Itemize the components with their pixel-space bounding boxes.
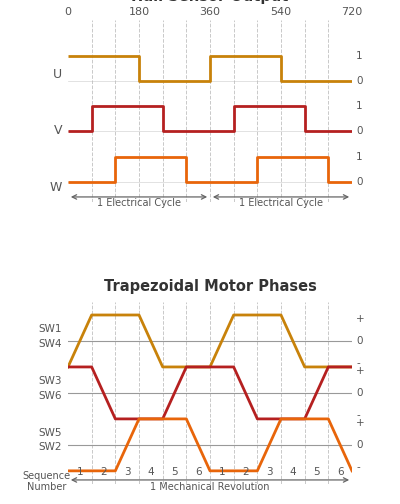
Text: 0: 0 (356, 76, 363, 86)
Text: 1 Mechanical Revolution: 1 Mechanical Revolution (150, 482, 270, 492)
Text: 4: 4 (148, 467, 154, 477)
Text: 2: 2 (242, 467, 249, 477)
Text: U: U (53, 68, 62, 81)
Text: 1 Electrical Cycle: 1 Electrical Cycle (239, 198, 323, 208)
Text: V: V (54, 124, 62, 138)
Title: Trapezoidal Motor Phases: Trapezoidal Motor Phases (104, 279, 316, 294)
Text: W: W (50, 181, 62, 194)
Text: SW2: SW2 (39, 443, 62, 453)
Text: 0: 0 (356, 336, 363, 346)
Text: -: - (356, 462, 360, 472)
Text: 0: 0 (356, 440, 363, 450)
Text: Sequence
Number: Sequence Number (22, 471, 70, 492)
Text: 1: 1 (356, 101, 363, 111)
Text: 0: 0 (356, 177, 363, 187)
Text: -: - (356, 410, 360, 420)
Text: -: - (356, 358, 360, 368)
Text: 1: 1 (76, 467, 83, 477)
Text: 6: 6 (195, 467, 202, 477)
Text: SW1: SW1 (39, 324, 62, 334)
Text: SW4: SW4 (39, 339, 62, 349)
Text: 0: 0 (356, 127, 363, 136)
Text: 3: 3 (124, 467, 130, 477)
Text: 4: 4 (290, 467, 296, 477)
Text: 2: 2 (100, 467, 107, 477)
Text: 6: 6 (337, 467, 344, 477)
Text: 3: 3 (266, 467, 272, 477)
Title: Hall Sensor Output: Hall Sensor Output (131, 0, 289, 4)
Text: SW5: SW5 (39, 428, 62, 438)
Text: +: + (356, 366, 365, 376)
Text: 0: 0 (356, 388, 363, 398)
Text: SW3: SW3 (39, 376, 62, 386)
Text: +: + (356, 418, 365, 428)
Text: SW6: SW6 (39, 391, 62, 401)
Text: 1: 1 (356, 50, 363, 60)
Text: 5: 5 (171, 467, 178, 477)
Text: +: + (356, 314, 365, 324)
Text: 1: 1 (218, 467, 225, 477)
Text: 1: 1 (356, 152, 363, 162)
Text: 5: 5 (313, 467, 320, 477)
Text: 1 Electrical Cycle: 1 Electrical Cycle (97, 198, 181, 208)
